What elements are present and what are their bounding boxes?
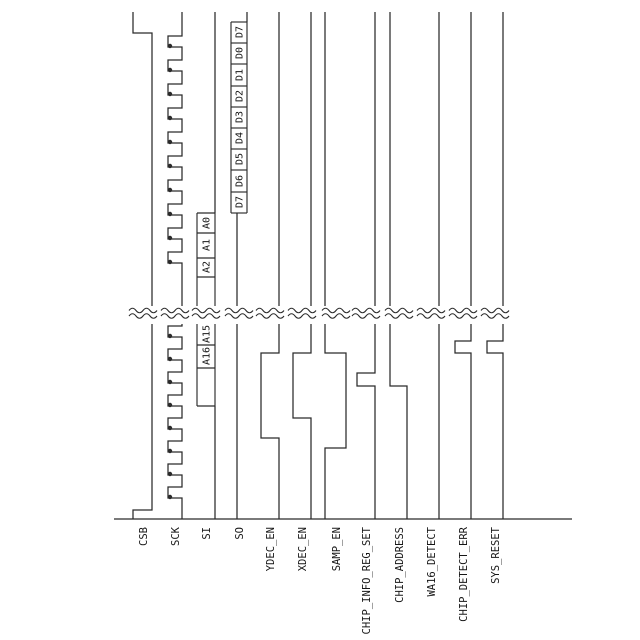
- signal-label-ydec_en: YDEC_EN: [265, 527, 277, 571]
- break-squiggle: [128, 313, 158, 319]
- bus-value-label: D0: [235, 47, 246, 59]
- clock-edge-dot: [167, 235, 173, 241]
- signal-ydec_en: [260, 12, 280, 519]
- signal-label-chip_address: CHIP_ADDRESS: [394, 527, 406, 603]
- clock-edge-dot: [167, 494, 173, 500]
- clock-edge-dot: [167, 471, 173, 477]
- bus-value-label: A2: [202, 261, 213, 273]
- signal-samp_en: [324, 12, 347, 519]
- break-squiggle: [321, 307, 351, 314]
- bus-value-label: A15: [202, 325, 213, 343]
- bus-value-label: D7: [235, 26, 246, 38]
- trace: [486, 324, 504, 519]
- break-squiggle: [255, 313, 285, 319]
- break-squiggle: [224, 307, 254, 314]
- clock-trace: [167, 324, 183, 519]
- break-squiggle: [480, 313, 510, 319]
- bus-value-label: D7: [235, 196, 246, 208]
- signal-label-sys_reset: SYS_RESET: [490, 526, 502, 584]
- break-squiggle: [416, 313, 446, 319]
- signal-labels: CSB SCK SI SO YDEC_EN XDEC_EN SAMP_EN CHIP_INFO…: [138, 526, 502, 634]
- break-squiggle: [287, 307, 317, 314]
- bus-value-label: A0: [202, 217, 213, 229]
- trace: [324, 324, 347, 519]
- signal-label-chip_detect_err: CHIP_DETECT_ERR: [458, 526, 470, 622]
- clock-edge-dot: [167, 425, 173, 431]
- break-squiggle: [191, 313, 221, 319]
- trace: [356, 324, 376, 519]
- break-squiggle: [128, 307, 158, 314]
- trace: [389, 324, 408, 519]
- bus-value-label: D3: [235, 111, 246, 123]
- signal-chip_info_reg_set: [356, 12, 376, 519]
- trace: [132, 12, 153, 306]
- break-squiggle: [448, 307, 478, 314]
- break-squiggle: [191, 307, 221, 314]
- break-marks: [128, 307, 510, 319]
- bus-value-label: A16: [202, 347, 213, 365]
- clock-edge-dot: [167, 333, 173, 339]
- break-squiggle: [416, 307, 446, 314]
- trace: [454, 324, 472, 519]
- signal-label-so: SO: [234, 527, 246, 540]
- break-squiggle: [351, 313, 381, 319]
- bus-value-label: D6: [235, 175, 246, 187]
- bus-value-label: D5: [235, 153, 246, 165]
- signal-label-chip_info_reg_set: CHIP_INFO_REG_SET: [361, 526, 373, 634]
- break-squiggle: [160, 307, 190, 314]
- signal-label-xdec_en: XDEC_EN: [297, 527, 309, 571]
- break-squiggle: [224, 313, 254, 319]
- signal-csb: [132, 12, 153, 519]
- bus-value-label: D4: [235, 132, 246, 144]
- signal-traces: A0 A1 A2 A15 A16 D7 D0 D1 D2 D3 D4 D5 D6 D7: [132, 12, 504, 519]
- signal-label-si: SI: [201, 527, 213, 540]
- clock-edge-dot: [167, 356, 173, 362]
- clock-edge-dot: [167, 187, 173, 193]
- break-squiggle: [287, 313, 317, 319]
- bus-value-label: A1: [202, 239, 213, 251]
- signal-sck: [167, 12, 183, 519]
- clock-edge-dot: [167, 163, 173, 169]
- break-squiggle: [384, 307, 414, 314]
- signal-si: A0 A1 A2 A15 A16: [196, 12, 216, 519]
- clock-edge-dot: [167, 448, 173, 454]
- clock-edge-dot: [167, 43, 173, 49]
- clock-edge-dot: [167, 211, 173, 217]
- break-squiggle: [255, 307, 285, 314]
- signal-chip_detect_err: [454, 12, 472, 519]
- break-squiggle: [384, 313, 414, 319]
- clock-edge-dot: [167, 139, 173, 145]
- bus-value-label: D2: [235, 90, 246, 102]
- clock-edge-dot: [167, 402, 173, 408]
- clock-edge-dot: [167, 259, 173, 265]
- break-squiggle: [160, 313, 190, 319]
- trace: [292, 324, 312, 519]
- trace: [132, 324, 153, 519]
- clock-edge-dot: [167, 379, 173, 385]
- signal-label-csb: CSB: [138, 527, 150, 546]
- signal-chip_address: [389, 12, 408, 519]
- clock-edge-dot: [167, 115, 173, 121]
- trace: [260, 324, 280, 519]
- clock-edge-dot: [167, 67, 173, 73]
- signal-label-wa16_detect: WA16_DETECT: [426, 526, 438, 596]
- clock-edge-dot: [167, 91, 173, 97]
- bus-value-label: D1: [235, 69, 246, 81]
- break-squiggle: [321, 313, 351, 319]
- signal-so: D7 D0 D1 D2 D3 D4 D5 D6 D7: [230, 12, 248, 519]
- signal-sys_reset: [486, 12, 504, 519]
- signal-xdec_en: [292, 12, 312, 519]
- signal-label-samp_en: SAMP_EN: [331, 527, 343, 571]
- signal-label-sck: SCK: [170, 526, 182, 546]
- break-squiggle: [480, 307, 510, 314]
- break-squiggle: [448, 313, 478, 319]
- break-squiggle: [351, 307, 381, 314]
